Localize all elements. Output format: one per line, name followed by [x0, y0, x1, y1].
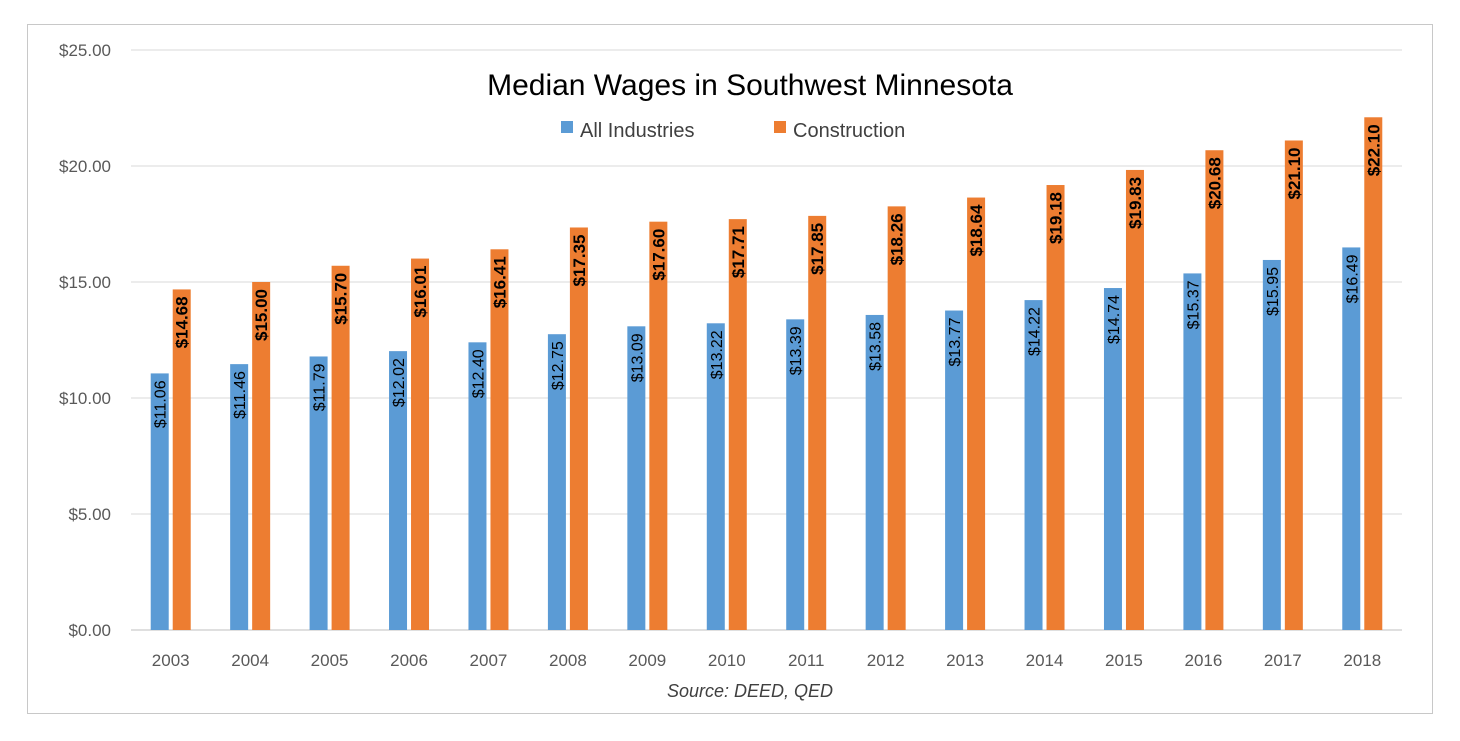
data-label-construction-2017: $21.10 [1285, 147, 1304, 199]
bar-construction-2006 [411, 258, 430, 630]
data-label-all-industries-2011: $13.39 [788, 326, 805, 375]
legend-swatch-construction [774, 121, 786, 133]
bar-all-industries-2008 [547, 334, 566, 630]
bar-all-industries-2005 [309, 356, 328, 630]
data-label-construction-2004: $15.00 [252, 289, 271, 341]
legend-label-all-industries: All Industries [580, 120, 695, 142]
bar-construction-2017 [1284, 140, 1303, 630]
bar-all-industries-2014 [1024, 300, 1043, 630]
data-label-construction-2005: $15.70 [332, 273, 351, 325]
chart-source: Source: DEED, QED [667, 681, 833, 701]
y-tick-label: $25.00 [59, 41, 111, 60]
bar-construction-2004 [252, 282, 271, 630]
legend-swatch-all-industries [561, 121, 573, 133]
data-label-all-industries-2015: $14.74 [1106, 295, 1123, 344]
bar-all-industries-2015 [1103, 288, 1122, 630]
data-label-all-industries-2009: $13.09 [629, 333, 646, 382]
data-label-all-industries-2005: $11.79 [312, 363, 329, 411]
data-label-all-industries-2007: $12.40 [470, 349, 487, 398]
median-wages-chart: $0.00 $5.00 $10.00 $15.00 $20.00 $25.00 $11.0… [59, 41, 1402, 701]
x-tick-label: 2018 [1343, 651, 1381, 670]
data-label-all-industries-2014: $14.22 [1027, 307, 1044, 356]
bar-construction-2011 [808, 215, 827, 630]
x-tick-label: 2017 [1264, 651, 1302, 670]
y-tick-label: $20.00 [59, 157, 111, 176]
x-tick-label: 2010 [708, 651, 746, 670]
y-axis-ticks: $0.00 $5.00 $10.00 $15.00 $20.00 $25.00 [59, 41, 111, 640]
data-label-construction-2018: $22.10 [1364, 124, 1383, 176]
bar-all-industries-2003 [150, 373, 169, 630]
x-tick-label: 2007 [470, 651, 508, 670]
data-label-construction-2009: $17.60 [649, 229, 668, 281]
bar-all-industries-2016 [1183, 273, 1202, 630]
bar-construction-2012 [887, 206, 906, 631]
data-labels: $11.06 $14.68 $11.46 $15.00 $11.79 $15.70 $12.… [153, 124, 1384, 428]
legend-label-construction: Construction [793, 120, 905, 142]
y-tick-label: $10.00 [59, 389, 111, 408]
x-tick-label: 2011 [788, 651, 825, 670]
bar-all-industries-2017 [1262, 259, 1281, 630]
legend: All Industries Construction [561, 120, 905, 142]
bar-construction-2007 [490, 249, 509, 630]
bar-construction-2013 [967, 197, 986, 630]
chart-title: Median Wages in Southwest Minnesota [487, 69, 1013, 102]
bar-all-industries-2013 [945, 310, 964, 630]
data-label-construction-2003: $14.68 [173, 296, 192, 348]
chart-frame: $0.00 $5.00 $10.00 $15.00 $20.00 $25.00 $11.0… [27, 24, 1433, 714]
data-label-construction-2016: $20.68 [1205, 157, 1224, 209]
y-tick-label: $0.00 [68, 621, 111, 640]
x-tick-label: 2013 [946, 651, 984, 670]
data-label-all-industries-2018: $16.49 [1344, 254, 1361, 303]
bar-construction-2008 [569, 227, 588, 631]
data-label-all-industries-2017: $15.95 [1265, 267, 1282, 316]
x-tick-label: 2008 [549, 651, 587, 670]
bar-all-industries-2009 [627, 326, 646, 630]
data-label-all-industries-2010: $13.22 [709, 330, 726, 379]
data-label-construction-2007: $16.41 [490, 256, 509, 308]
data-label-all-industries-2012: $13.58 [868, 322, 885, 371]
bar-all-industries-2011 [786, 319, 805, 630]
data-label-construction-2010: $17.71 [729, 226, 748, 278]
data-label-all-industries-2013: $13.77 [947, 317, 964, 366]
bar-construction-2014 [1046, 185, 1065, 631]
bar-all-industries-2006 [389, 351, 408, 630]
data-label-all-industries-2008: $12.75 [550, 341, 567, 390]
x-tick-label: 2005 [311, 651, 349, 670]
data-label-construction-2012: $18.26 [888, 213, 907, 265]
x-tick-label: 2009 [628, 651, 666, 670]
data-label-construction-2006: $16.01 [411, 266, 430, 318]
bar-construction-2009 [649, 221, 668, 630]
bar-all-industries-2012 [865, 314, 884, 630]
x-tick-label: 2003 [152, 651, 190, 670]
bars [150, 117, 1383, 631]
bar-construction-2005 [331, 265, 350, 630]
bar-all-industries-2018 [1342, 247, 1361, 630]
x-axis-ticks: 2003 2004 2005 2006 2007 2008 2009 2010 2011 2012… [152, 651, 1381, 670]
bar-construction-2015 [1125, 169, 1144, 630]
data-label-construction-2014: $19.18 [1047, 192, 1066, 244]
bar-all-industries-2004 [230, 364, 249, 630]
data-label-all-industries-2004: $11.46 [232, 371, 249, 419]
bar-construction-2016 [1205, 150, 1224, 630]
data-label-construction-2008: $17.35 [570, 234, 589, 286]
x-tick-label: 2014 [1026, 651, 1064, 670]
y-tick-label: $15.00 [59, 273, 111, 292]
data-label-construction-2013: $18.64 [967, 204, 986, 257]
data-label-all-industries-2006: $12.02 [391, 358, 408, 407]
x-tick-label: 2004 [231, 651, 269, 670]
bar-construction-2003 [172, 289, 191, 630]
bar-all-industries-2010 [706, 323, 725, 630]
y-tick-label: $5.00 [68, 505, 111, 524]
data-label-all-industries-2003: $11.06 [153, 380, 170, 428]
x-tick-label: 2016 [1184, 651, 1222, 670]
data-label-all-industries-2016: $15.37 [1185, 280, 1202, 329]
bar-all-industries-2007 [468, 342, 487, 630]
bar-construction-2010 [728, 219, 747, 631]
x-tick-label: 2012 [867, 651, 905, 670]
data-label-construction-2015: $19.83 [1126, 177, 1145, 229]
x-tick-label: 2006 [390, 651, 428, 670]
bar-construction-2018 [1364, 117, 1383, 630]
data-label-construction-2011: $17.85 [808, 223, 827, 275]
x-tick-label: 2015 [1105, 651, 1143, 670]
